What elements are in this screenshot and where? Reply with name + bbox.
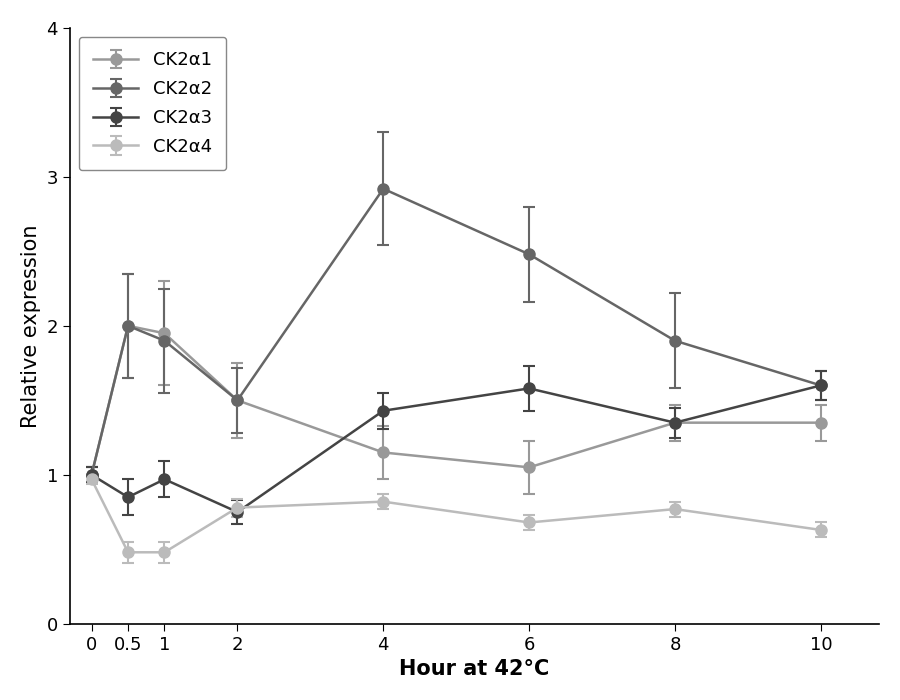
X-axis label: Hour at 42°C: Hour at 42°C <box>400 659 550 679</box>
Legend: CK2α1, CK2α2, CK2α3, CK2α4: CK2α1, CK2α2, CK2α3, CK2α4 <box>78 37 226 170</box>
Y-axis label: Relative expression: Relative expression <box>21 224 40 428</box>
